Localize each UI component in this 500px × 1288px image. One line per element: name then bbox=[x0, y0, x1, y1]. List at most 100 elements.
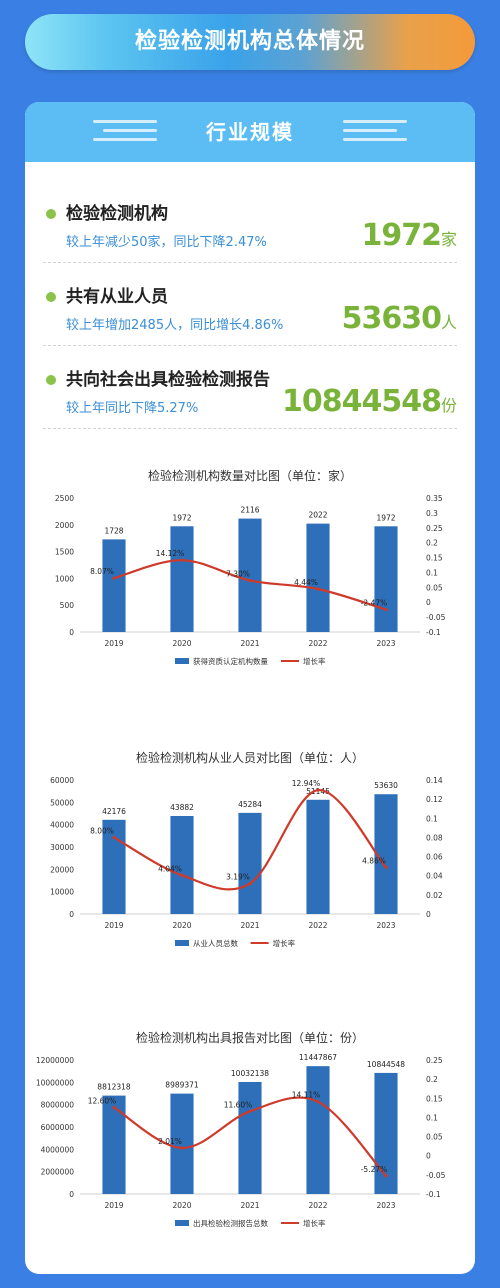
legend-bar-swatch bbox=[175, 940, 189, 946]
right-axis-tick-label: 0.04 bbox=[426, 872, 443, 881]
right-axis-tick-label: 0.05 bbox=[426, 583, 443, 592]
chart-title: 检验检测机构从业人员对比图（单位：人） bbox=[136, 750, 364, 765]
legend-line-label: 增长率 bbox=[303, 656, 326, 666]
x-axis-tick-label: 2020 bbox=[172, 1201, 191, 1210]
bar bbox=[238, 1081, 262, 1194]
bar bbox=[102, 819, 126, 914]
bar-value-label: 42176 bbox=[102, 807, 126, 816]
legend-bar-swatch bbox=[175, 1220, 189, 1226]
card-header: 行业规模 bbox=[25, 102, 475, 162]
bar bbox=[374, 1072, 398, 1194]
stat-title: 共向社会出具检验检测报告 bbox=[66, 370, 270, 390]
growth-rate-point bbox=[316, 1100, 320, 1104]
stat-number: 1972 bbox=[361, 218, 441, 253]
chart-title: 检验检测机构数量对比图（单位：家） bbox=[148, 468, 352, 483]
x-axis-tick-label: 2019 bbox=[104, 639, 123, 648]
legend-line-label: 增长率 bbox=[303, 1218, 326, 1228]
left-axis-tick-label: 12000000 bbox=[36, 1056, 74, 1065]
stat-number: 10844548 bbox=[281, 384, 442, 419]
chart-institutions: 检验检测机构数量对比图（单位：家） 0 500 1000 1500 2000 2500 -0.… bbox=[55, 468, 446, 666]
right-axis-tick-label: 0.02 bbox=[426, 891, 443, 900]
growth-rate-point bbox=[316, 788, 320, 792]
growth-rate-point bbox=[248, 578, 252, 583]
right-axis-tick-label: 0.15 bbox=[426, 1094, 443, 1103]
left-axis-tick-label: 500 bbox=[60, 601, 75, 610]
stat-unit: 人 bbox=[440, 313, 457, 332]
growth-rate-label: -2.47% bbox=[361, 599, 388, 608]
x-axis-tick-label: 2020 bbox=[172, 921, 191, 930]
right-axis-tick-label: 0.1 bbox=[426, 1113, 438, 1122]
right-axis-tick-label: 0.1 bbox=[426, 568, 438, 577]
left-axis-tick-label: 4000000 bbox=[41, 1145, 75, 1154]
stat-subtitle: 较上年减少50家，同比下降2.47% bbox=[66, 235, 267, 250]
growth-rate-label: 14.12% bbox=[156, 549, 185, 558]
chart-employees: 检验检测机构从业人员对比图（单位：人） 0 10000 20000 30000 40000… bbox=[50, 750, 443, 948]
growth-rate-label: 8.07% bbox=[90, 567, 114, 576]
x-axis-tick-label: 2023 bbox=[376, 921, 395, 930]
x-axis-tick-label: 2023 bbox=[376, 1201, 395, 1210]
left-axis-tick-label: 1500 bbox=[55, 548, 74, 557]
right-axis-tick-label: 0 bbox=[426, 910, 431, 919]
industry-scale-card: 行业规模 检验检测机构 较上年减少50家，同比下降2.47% 1972家 共有从… bbox=[25, 102, 475, 1274]
bar bbox=[238, 812, 262, 914]
stat-subtitle: 较上年同比下降5.27% bbox=[66, 401, 199, 416]
right-axis-tick-label: -0.05 bbox=[426, 1171, 446, 1180]
bar-value-label: 8989371 bbox=[165, 1081, 199, 1090]
stat-number: 53630 bbox=[341, 301, 442, 336]
growth-rate-point bbox=[384, 607, 388, 612]
growth-rate-label: 7.30% bbox=[226, 569, 250, 578]
section-title: 行业规模 bbox=[206, 120, 294, 144]
growth-rate-label: 4.44% bbox=[294, 578, 318, 587]
stat-institutions: 检验检测机构 较上年减少50家，同比下降2.47% 1972家 bbox=[43, 180, 457, 263]
right-axis-tick-label: -0.05 bbox=[426, 613, 446, 622]
growth-rate-point bbox=[112, 835, 116, 840]
growth-rate-label: 11.60% bbox=[224, 1100, 253, 1109]
bar bbox=[170, 526, 194, 632]
bar bbox=[306, 523, 330, 632]
right-axis-tick-label: 0.2 bbox=[426, 1075, 438, 1084]
left-axis-tick-label: 10000 bbox=[50, 888, 74, 897]
growth-rate-point bbox=[112, 576, 116, 580]
left-axis-tick-label: 1000 bbox=[55, 574, 74, 583]
left-axis-tick-label: 30000 bbox=[50, 843, 74, 852]
left-axis-tick-label: 2000 bbox=[55, 521, 74, 530]
left-axis-tick-label: 2000000 bbox=[41, 1168, 75, 1177]
bar bbox=[306, 799, 330, 914]
x-axis-tick-label: 2022 bbox=[308, 1201, 327, 1210]
growth-rate-point bbox=[180, 558, 184, 562]
growth-rate-label: 8.00% bbox=[90, 826, 114, 835]
left-axis-tick-label: 8000000 bbox=[41, 1101, 75, 1110]
right-axis-tick-label: 0.08 bbox=[426, 833, 443, 842]
right-axis-tick-label: 0 bbox=[426, 1152, 431, 1161]
bar-value-label: 11447867 bbox=[299, 1053, 337, 1062]
left-axis-tick-label: 2500 bbox=[55, 494, 74, 503]
right-axis-tick-label: 0.2 bbox=[426, 539, 438, 548]
stat-employees: 共有从业人员 较上年增加2485人，同比增长4.86% 53630人 bbox=[43, 263, 457, 346]
x-axis-tick-label: 2019 bbox=[104, 921, 123, 930]
decorative-lines-left-icon bbox=[93, 120, 157, 144]
legend-bar-label: 获得资质认定机构数量 bbox=[193, 656, 268, 666]
x-axis-tick-label: 2020 bbox=[172, 639, 191, 648]
bar bbox=[102, 539, 126, 632]
right-axis-tick-label: 0.35 bbox=[426, 494, 443, 503]
growth-rate-line bbox=[113, 789, 387, 891]
growth-rate-label: 2.01% bbox=[158, 1137, 182, 1146]
x-axis-tick-label: 2021 bbox=[240, 1201, 259, 1210]
bar-value-label: 8812318 bbox=[97, 1083, 131, 1092]
x-axis-tick-label: 2022 bbox=[308, 639, 327, 648]
x-axis-tick-label: 2022 bbox=[308, 921, 327, 930]
growth-rate-point bbox=[384, 1174, 388, 1178]
bar-value-label: 2116 bbox=[240, 506, 259, 515]
chart-reports: 检验检测机构出具报告对比图（单位：份） 0 2000000 4000000 600000… bbox=[36, 1030, 446, 1228]
growth-rate-label: -5.27% bbox=[361, 1165, 388, 1174]
x-axis-tick-label: 2019 bbox=[104, 1201, 123, 1210]
bar bbox=[238, 518, 262, 632]
legend-bar-label: 出具检验检测报告总数 bbox=[193, 1218, 268, 1228]
left-axis-tick-label: 0 bbox=[69, 910, 74, 919]
stat-value: 10844548份 bbox=[282, 384, 457, 419]
right-axis-tick-label: -0.1 bbox=[426, 1190, 441, 1199]
right-axis-tick-label: 0.3 bbox=[426, 509, 438, 518]
bar-value-label: 1972 bbox=[376, 513, 395, 522]
bar-value-label: 1728 bbox=[104, 526, 123, 535]
right-axis-tick-label: 0.15 bbox=[426, 554, 443, 563]
